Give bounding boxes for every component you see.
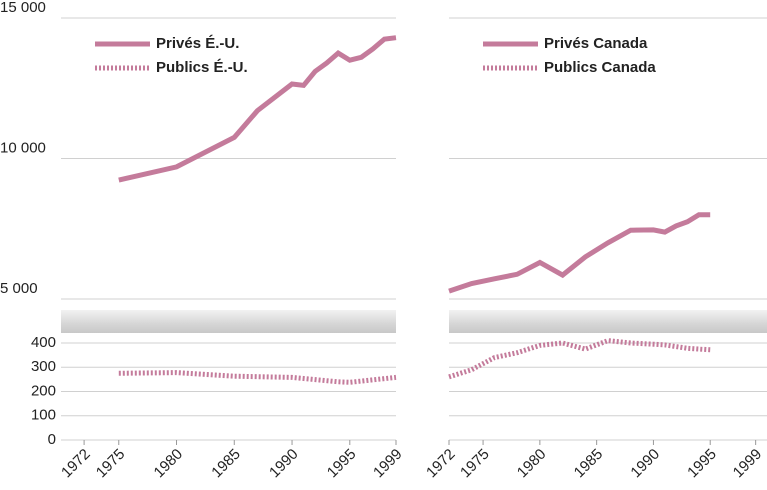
series-line	[118, 370, 397, 385]
x-tick-label: 1990	[627, 446, 663, 482]
legend-label: Publics Canada	[544, 59, 656, 76]
series-line	[448, 338, 711, 380]
x-tick-label: 1972	[423, 446, 459, 482]
y2-tick-label: 200	[31, 382, 56, 399]
y2-tick-label: 400	[31, 334, 56, 351]
x-tick-label: 1975	[93, 446, 129, 482]
y-tick-label: 10 000	[0, 139, 46, 156]
axis-break	[61, 310, 396, 333]
y2-tick-label: 0	[48, 431, 56, 448]
x-tick-label: 1980	[514, 446, 550, 482]
x-tick-label: 1999	[370, 446, 406, 482]
x-tick-label: 1985	[571, 446, 607, 482]
legend-label: Privés Canada	[544, 35, 648, 52]
y-tick-label: 5 000	[0, 280, 38, 297]
series-line	[448, 212, 711, 294]
x-tick-label: 1972	[58, 446, 94, 482]
y2-tick-label: 300	[31, 358, 56, 375]
legend-label: Publics É.-U.	[156, 59, 248, 76]
y-tick-label: 15 000	[0, 0, 46, 16]
axis-break	[449, 310, 767, 333]
legend-label: Privés É.-U.	[156, 35, 239, 52]
x-tick-label: 1995	[324, 446, 360, 482]
y2-tick-label: 100	[31, 407, 56, 424]
x-tick-label: 1975	[457, 446, 493, 482]
x-tick-label: 1999	[730, 446, 766, 482]
series-line	[118, 35, 397, 183]
x-tick-label: 1990	[266, 446, 302, 482]
x-tick-label: 1985	[208, 446, 244, 482]
x-tick-label: 1995	[684, 446, 720, 482]
x-tick-label: 1980	[151, 446, 187, 482]
